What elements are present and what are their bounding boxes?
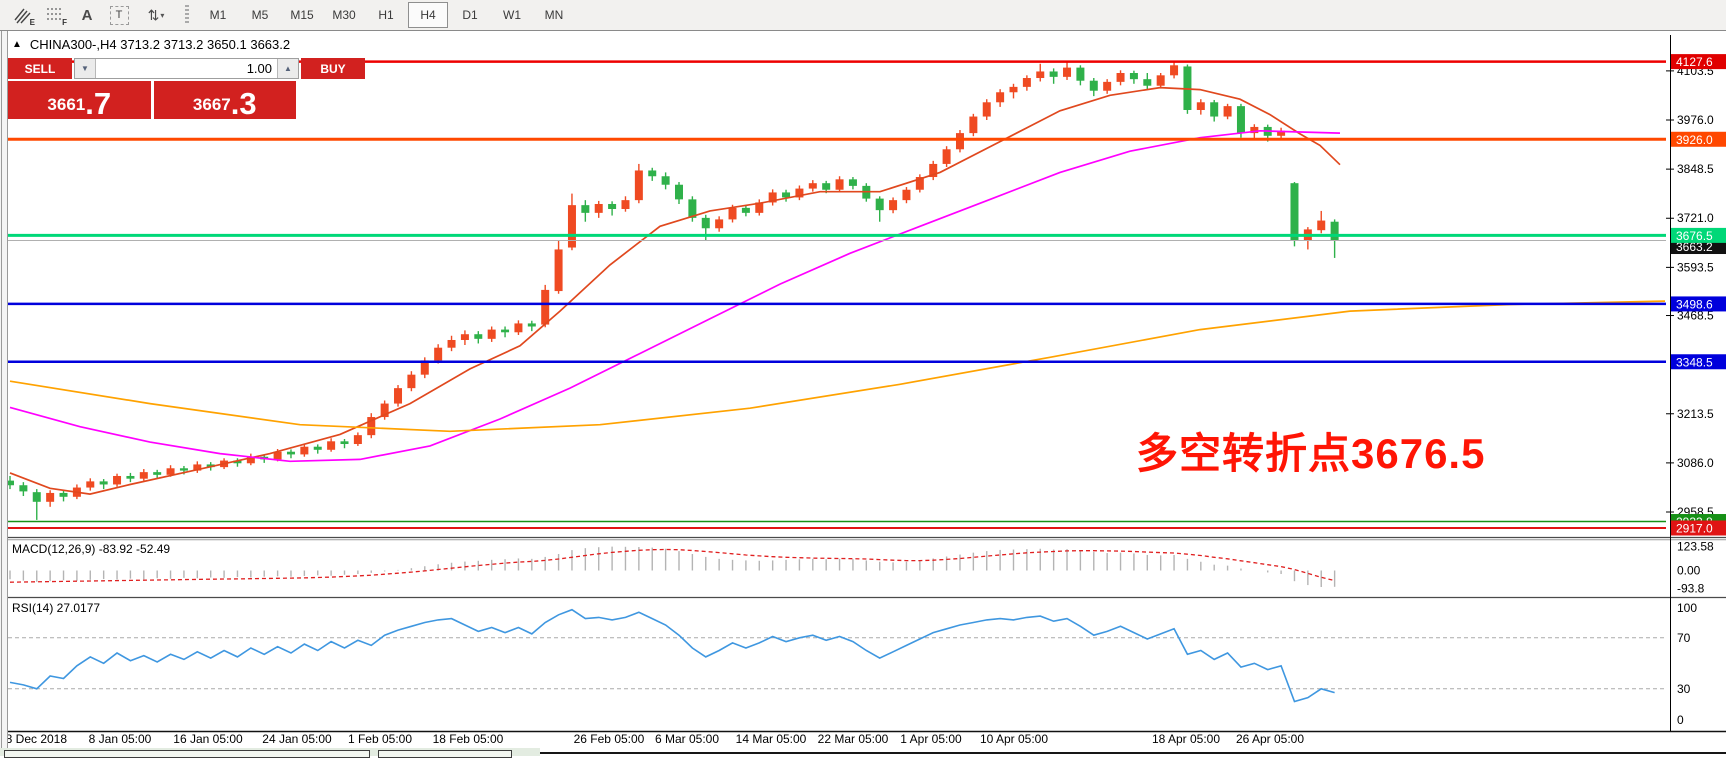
svg-text:3348.5: 3348.5 (1676, 355, 1713, 369)
svg-text:26 Feb 05:00: 26 Feb 05:00 (574, 732, 645, 746)
text-icon[interactable]: A (72, 2, 102, 28)
text-label-icon[interactable]: T (104, 2, 134, 28)
svg-text:123.58: 123.58 (1677, 540, 1714, 554)
timeframe-mn[interactable]: MN (544, 8, 564, 22)
equidistant-channel-icon[interactable]: E (8, 2, 38, 28)
symbol-ohlc-text: CHINA300-,H4 3713.2 3713.2 3650.1 3663.2 (29, 37, 291, 52)
toolbar: E F A T ⇅ ▾ M1 M5 M15 M30 H1 H4 D1 W1 MN (0, 0, 1726, 31)
svg-text:3213.5: 3213.5 (1677, 407, 1714, 421)
icon-subletter: F (62, 18, 67, 27)
rsi-indicator-label: RSI(14) 27.0177 (12, 601, 101, 615)
volume-spinner: ▼ ▲ (74, 58, 299, 79)
svg-text:28 Dec 2018: 28 Dec 2018 (0, 732, 67, 746)
svg-text:4127.6: 4127.6 (1676, 55, 1713, 69)
fibonacci-retracement-icon[interactable]: F (40, 2, 70, 28)
timeframe-m30[interactable]: M30 (332, 8, 356, 22)
macd-layer (9, 546, 1336, 588)
arrows-icon[interactable]: ⇅ ▾ (136, 2, 176, 28)
tab-strip-background (0, 748, 540, 758)
svg-text:70: 70 (1677, 631, 1691, 645)
chevron-down-icon: ▾ (160, 10, 165, 20)
timeframe-h1[interactable]: H1 (378, 8, 394, 22)
svg-text:3498.6: 3498.6 (1676, 297, 1713, 311)
timeframe-m1[interactable]: M1 (209, 8, 227, 22)
svg-text:26 Apr 05:00: 26 Apr 05:00 (1236, 732, 1304, 746)
candles-layer (8, 61, 1666, 520)
window-left-border (0, 31, 8, 756)
svg-text:22 Mar 05:00: 22 Mar 05:00 (818, 732, 889, 746)
volume-decrease-button[interactable]: ▼ (75, 59, 96, 78)
svg-text:3593.5: 3593.5 (1677, 260, 1714, 274)
chart-annotation: 多空转折点3676.5 (1136, 430, 1486, 477)
timeframe-m15[interactable]: M15 (290, 8, 314, 22)
time-axis-labels: 28 Dec 2018 8 Jan 05:00 16 Jan 05:00 24 Jan… (0, 732, 1304, 746)
chart-tab[interactable] (4, 750, 370, 758)
svg-text:18 Apr 05:00: 18 Apr 05:00 (1152, 732, 1220, 746)
fibo-grid-icon (47, 8, 63, 20)
symbol-header: ▲ CHINA300-,H4 3713.2 3713.2 3650.1 3663… (12, 37, 290, 52)
letter-t-glyph: T (109, 5, 129, 25)
buy-price-main: 3667 (192, 95, 231, 114)
svg-text:-93.8: -93.8 (1677, 582, 1705, 596)
collapse-triangle-icon[interactable]: ▲ (12, 39, 22, 50)
sell-button[interactable]: SELL (8, 58, 72, 79)
macd-indicator-label: MACD(12,26,9) -83.92 -52.49 (12, 542, 171, 556)
toolbar-grip (185, 5, 189, 25)
svg-text:8 Jan 05:00: 8 Jan 05:00 (89, 732, 152, 746)
volume-increase-button[interactable]: ▲ (277, 59, 298, 78)
svg-text:3676.5: 3676.5 (1676, 229, 1713, 243)
svg-text:1 Apr 05:00: 1 Apr 05:00 (900, 732, 962, 746)
buy-price-fraction: .3 (230, 85, 257, 121)
volume-input[interactable] (96, 59, 277, 78)
timeframe-m5[interactable]: M5 (251, 8, 269, 22)
arrows-glyph: ⇅ (147, 6, 160, 23)
price-axis-labels: 4103.53976.03848.53721.03593.53468.53213… (1666, 54, 1726, 536)
svg-text:1 Feb 05:00: 1 Feb 05:00 (348, 732, 412, 746)
svg-text:0.00: 0.00 (1677, 564, 1701, 578)
one-click-trading-panel: SELL ▼ ▲ BUY 3661.7 3667.3 (8, 58, 365, 121)
ma-fast (9, 86, 1341, 495)
statusbar-edge (540, 752, 1726, 754)
svg-text:10 Apr 05:00: 10 Apr 05:00 (980, 732, 1048, 746)
svg-text:0: 0 (1677, 713, 1684, 727)
svg-text:2917.0: 2917.0 (1676, 521, 1713, 535)
timeframe-w1[interactable]: W1 (503, 8, 521, 22)
svg-text:3468.5: 3468.5 (1677, 309, 1714, 323)
timeframe-h4[interactable]: H4 (408, 2, 448, 28)
svg-text:3926.0: 3926.0 (1676, 133, 1713, 147)
svg-text:3848.5: 3848.5 (1677, 162, 1714, 176)
svg-text:24 Jan 05:00: 24 Jan 05:00 (262, 732, 332, 746)
channel-lines-icon (14, 8, 31, 24)
svg-text:3663.2: 3663.2 (1676, 240, 1713, 254)
svg-text:6 Mar 05:00: 6 Mar 05:00 (655, 732, 719, 746)
buy-button[interactable]: BUY (301, 58, 365, 79)
svg-text:100: 100 (1677, 601, 1697, 615)
svg-text:3721.0: 3721.0 (1677, 211, 1714, 225)
svg-text:16 Jan 05:00: 16 Jan 05:00 (173, 732, 243, 746)
bottom-tab-strip (0, 748, 1726, 758)
ma-slow (9, 300, 1666, 433)
svg-text:14 Mar 05:00: 14 Mar 05:00 (736, 732, 807, 746)
svg-text:18 Feb 05:00: 18 Feb 05:00 (433, 732, 504, 746)
sell-price-fraction: .7 (85, 85, 112, 121)
chart-tab[interactable] (378, 750, 512, 758)
letter-a-glyph: A (81, 6, 93, 24)
sell-price-main: 3661 (47, 95, 86, 114)
timeframe-d1[interactable]: D1 (462, 8, 478, 22)
sell-price-button[interactable]: 3661.7 (8, 81, 151, 119)
ma-mid (9, 129, 1341, 463)
svg-text:30: 30 (1677, 682, 1691, 696)
rsi-layer (8, 608, 1666, 703)
buy-price-button[interactable]: 3667.3 (153, 81, 296, 121)
icon-subletter: E (29, 18, 35, 27)
svg-text:3086.0: 3086.0 (1677, 456, 1714, 470)
svg-text:3976.0: 3976.0 (1677, 113, 1714, 127)
